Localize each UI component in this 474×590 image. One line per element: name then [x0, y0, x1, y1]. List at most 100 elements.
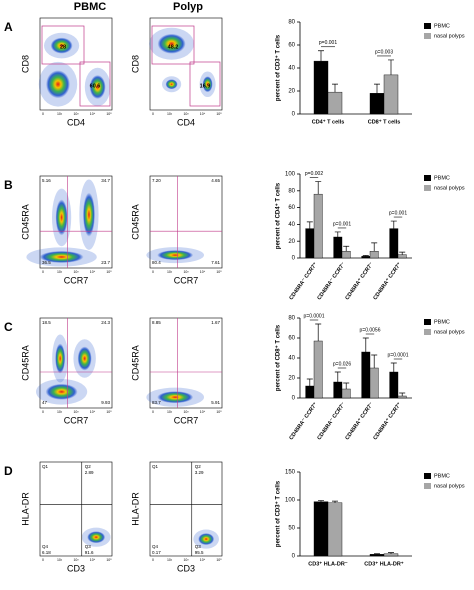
flow-x-label: CCR7	[174, 415, 199, 425]
error-bar	[362, 337, 369, 352]
flow-y-label: HLA-DR	[130, 492, 140, 526]
y-tick-label: 40	[288, 66, 295, 72]
error-bar	[343, 245, 350, 252]
flow-tick-label: 10²	[167, 558, 173, 562]
flow-tick-label: 10⁵	[106, 410, 112, 414]
x-tick-label: CD45RA⁺ CCR7⁺	[372, 401, 403, 441]
flow-tick-label: 10⁴	[90, 558, 96, 562]
flow-tick-label: 10⁴	[200, 410, 206, 414]
bar	[369, 367, 379, 399]
flow-tick-label: 10⁵	[216, 558, 222, 562]
y-tick-label: 20	[288, 239, 295, 245]
x-tick-label: CD3⁺ HLA-DR⁺	[364, 560, 404, 567]
density-blob	[45, 383, 78, 400]
panel-letter: C	[4, 320, 13, 334]
y-tick-label: 20	[288, 89, 295, 95]
legend-label: nasal polyps	[434, 483, 465, 489]
bar	[327, 502, 343, 557]
density-blob	[87, 531, 106, 544]
bar	[397, 395, 407, 399]
flow-tick-label: 10²	[57, 270, 63, 274]
flow-y-label: CD8	[20, 55, 30, 73]
density-blob	[198, 533, 215, 546]
panel-letter: D	[4, 464, 13, 478]
bar	[341, 388, 351, 399]
x-tick-label: CD45RA⁻ CCR7⁻	[316, 261, 346, 301]
flow-tick-label: 10²	[57, 410, 63, 414]
column-header: Polyp	[173, 1, 203, 13]
y-tick-label: 150	[285, 470, 296, 476]
flow-tick-label: 10⁵	[216, 270, 222, 274]
bar	[313, 501, 329, 557]
flow-tick-label: 0	[42, 410, 44, 414]
flow-y-label: CD45RA	[130, 345, 140, 381]
error-bar	[390, 220, 397, 229]
error-bar	[334, 231, 341, 237]
y-tick-label: 0	[292, 256, 296, 262]
y-tick-label: 40	[288, 356, 295, 362]
bar	[333, 236, 343, 259]
bar	[389, 228, 399, 259]
p-value: p=0.001	[333, 221, 351, 227]
quadrant-value: 23.7	[101, 260, 110, 265]
x-tick-label: CD45RA⁻ CCR7⁺	[288, 401, 319, 441]
gate-value: 48.2	[168, 44, 179, 50]
bar	[361, 351, 371, 399]
p-value: p=0.003	[375, 49, 393, 55]
bar	[369, 554, 385, 557]
flow-tick-label: 10²	[57, 112, 63, 116]
flow-tick-label: 10⁴	[200, 270, 206, 274]
panel-letter: A	[4, 20, 13, 34]
legend-swatch	[424, 329, 431, 335]
error-bar	[315, 323, 322, 341]
error-bar	[371, 242, 378, 252]
bar	[369, 251, 379, 259]
flow-y-label: CD45RA	[20, 204, 30, 240]
quadrant-value: 47	[42, 400, 48, 405]
x-tick-label: CD45RA⁺ CCR7⁻	[344, 401, 375, 441]
density-blob	[39, 250, 84, 263]
error-bar	[343, 382, 350, 389]
gate-value: 28	[60, 44, 66, 50]
flow-y-label: CD45RA	[130, 204, 140, 240]
flow-x-label: CD3	[177, 563, 195, 573]
y-tick-label: 80	[288, 188, 295, 194]
legend-label: PBMC	[434, 319, 450, 325]
flow-tick-label: 10²	[57, 558, 63, 562]
flow-tick-label: 10⁴	[90, 410, 96, 414]
quadrant-value: 5.16	[42, 178, 51, 183]
density-blob	[50, 37, 73, 54]
error-bar	[306, 221, 313, 229]
y-tick-label: 80	[288, 316, 295, 322]
quadrant-value: 91.6	[85, 550, 94, 555]
legend-swatch	[424, 33, 431, 39]
density-blob	[157, 391, 194, 404]
quadrant-value: Q3	[85, 544, 92, 549]
flow-tick-label: 10²	[167, 112, 173, 116]
y-tick-label: 80	[288, 20, 295, 26]
error-bar	[388, 552, 394, 554]
flow-tick-label: 10³	[183, 558, 189, 562]
y-axis-label: percent of CD3⁺ T cells	[275, 480, 282, 547]
quadrant-value: Q1	[152, 464, 159, 469]
legend-swatch	[424, 185, 431, 191]
flow-tick-label: 10³	[183, 410, 189, 414]
flow-tick-label: 10⁴	[200, 558, 206, 562]
flow-tick-label: 10³	[183, 112, 189, 116]
y-axis-label: percent of CD8⁺ T cells	[275, 324, 282, 391]
y-tick-label: 60	[288, 43, 295, 49]
flow-tick-label: 10⁵	[216, 410, 222, 414]
bar	[313, 60, 329, 115]
legend-swatch	[424, 483, 431, 489]
error-bar	[332, 83, 338, 93]
error-bar	[334, 371, 341, 382]
legend-label: PBMC	[434, 473, 450, 479]
flow-y-label: HLA-DR	[20, 492, 30, 526]
error-bar	[332, 500, 338, 503]
error-bar	[318, 500, 324, 502]
x-tick-label: CD3⁺ HLA-DR⁻	[308, 560, 348, 567]
error-bar	[399, 251, 406, 255]
density-blob	[165, 79, 178, 90]
quadrant-value: Q2	[195, 464, 202, 469]
quadrant-value: 36.5	[42, 260, 51, 265]
